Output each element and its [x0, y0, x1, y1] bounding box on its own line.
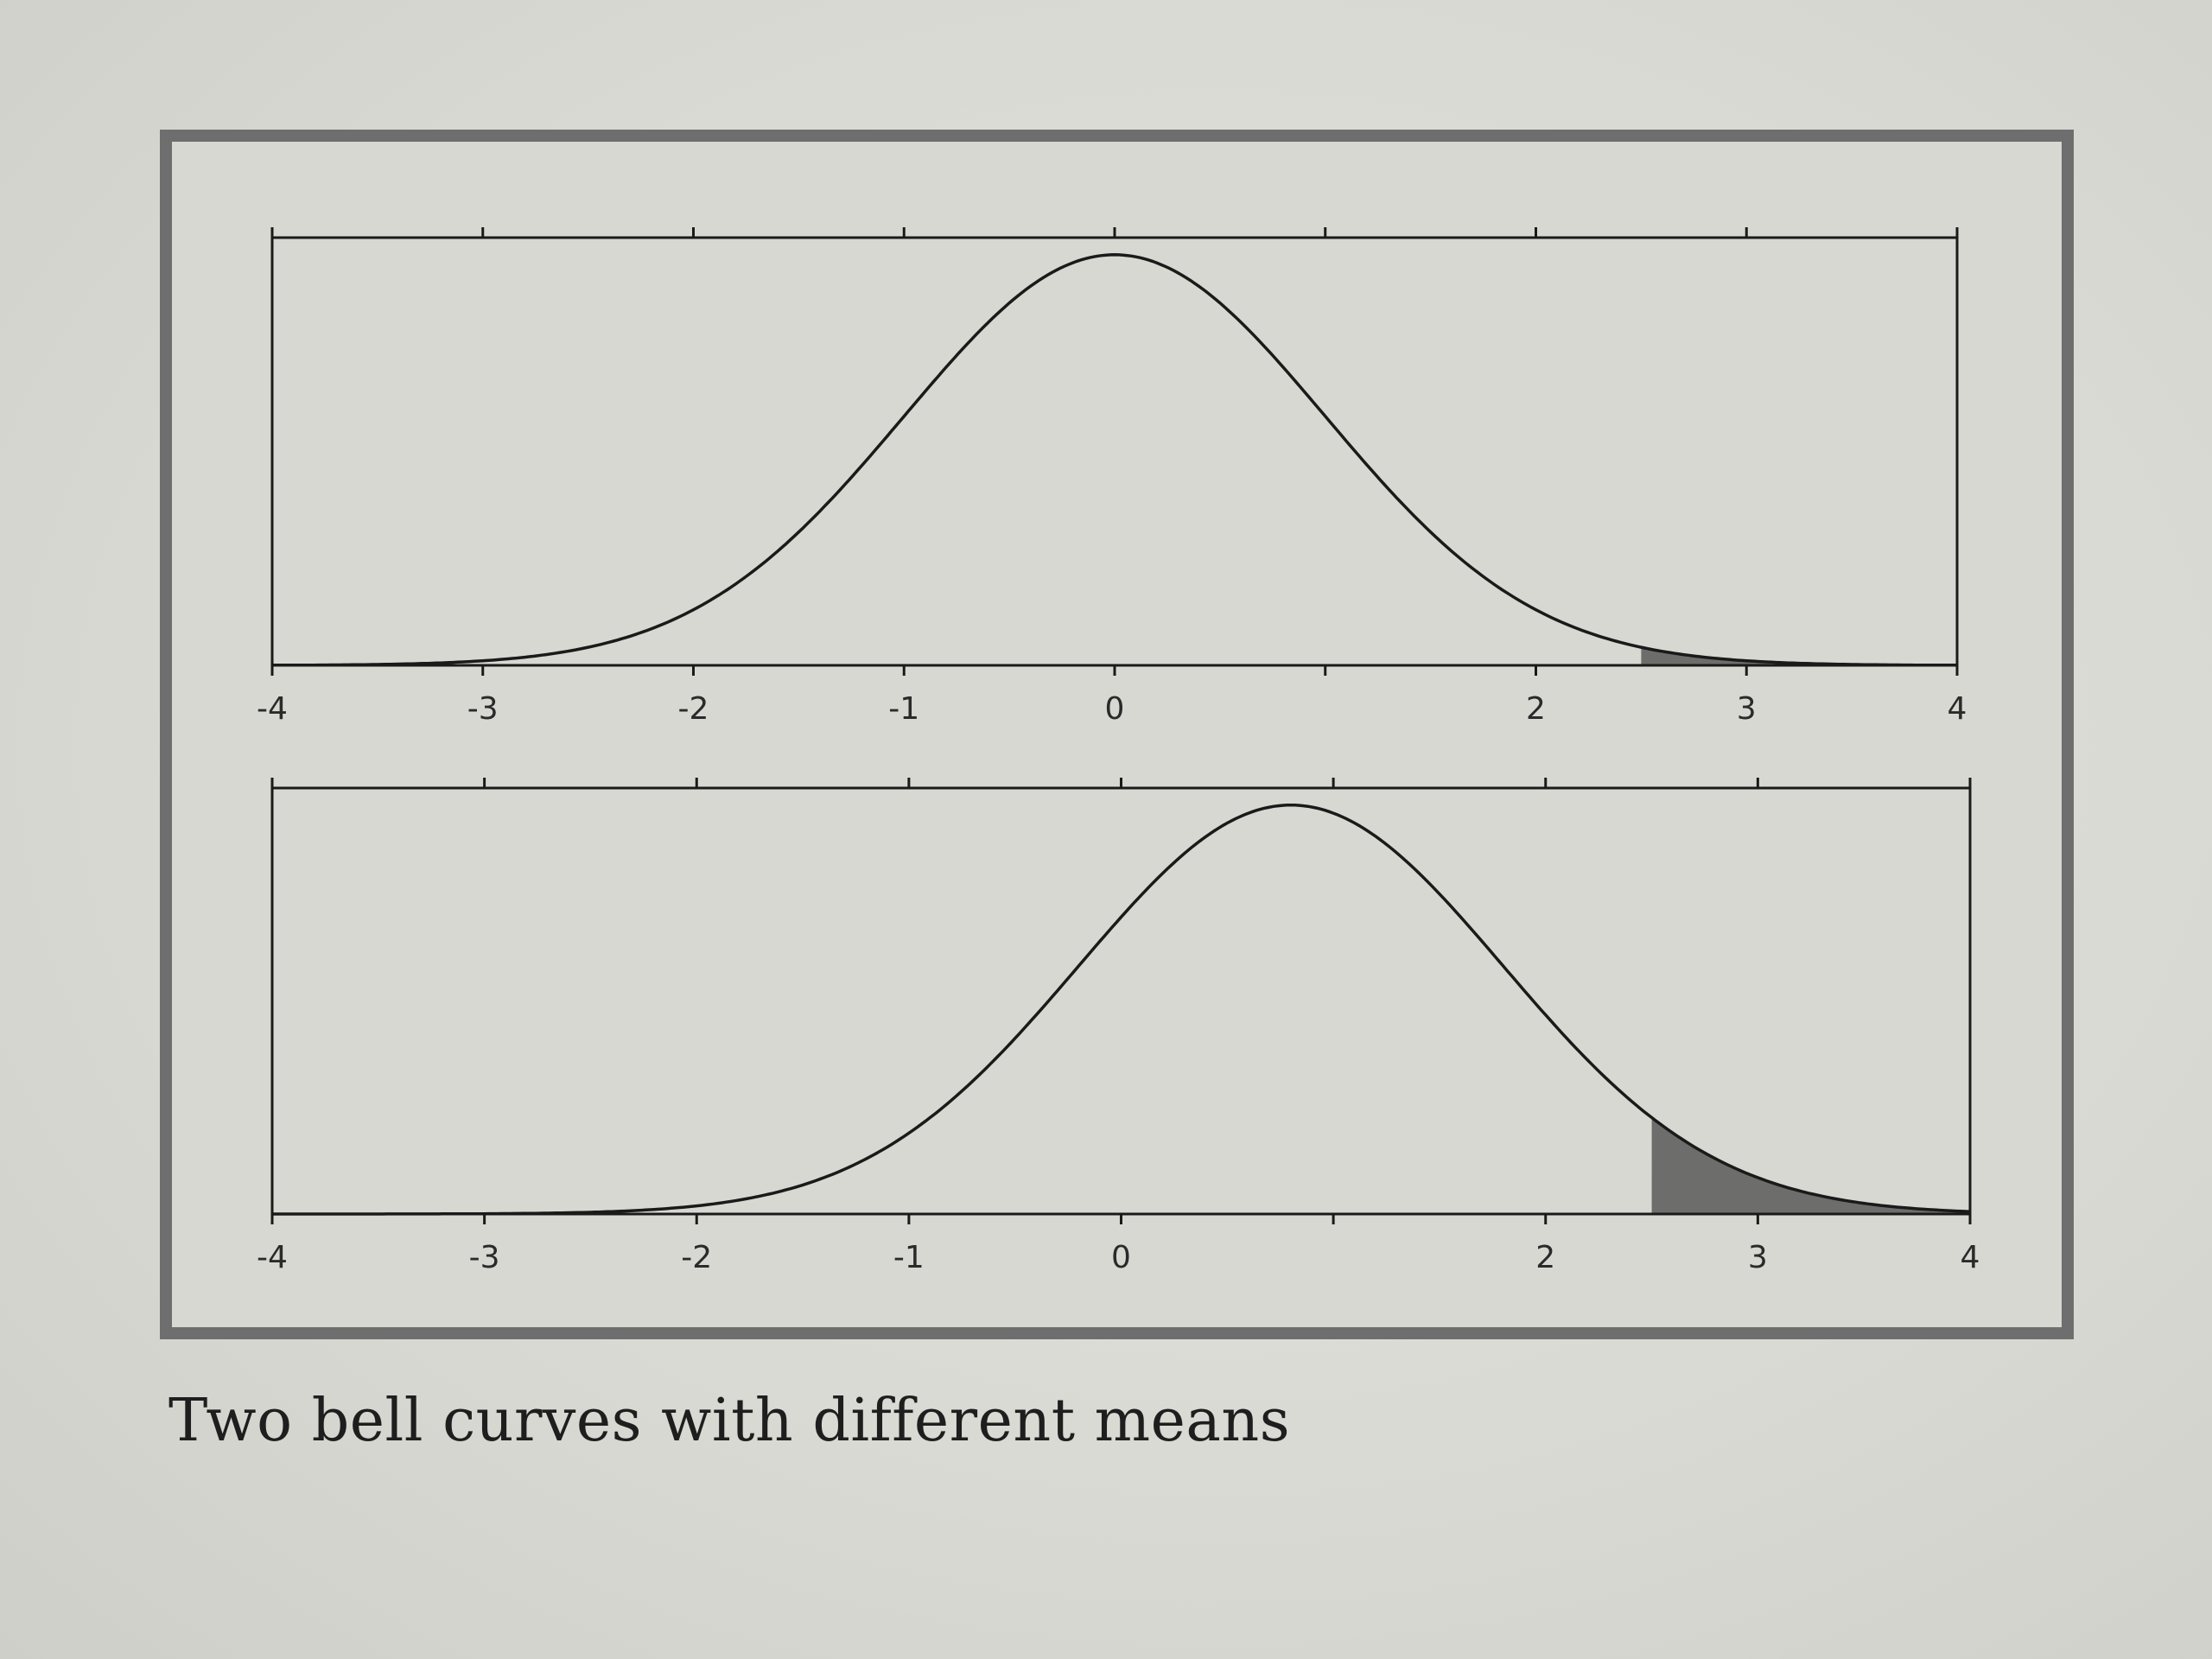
x-tick-label: 0: [1111, 1240, 1131, 1275]
x-tick-label: 4: [1961, 1240, 1980, 1275]
x-tick-label: -4: [257, 1240, 288, 1275]
figure-frame: [160, 130, 2074, 1339]
x-tick-label: -1: [893, 1240, 925, 1275]
x-tick-label: -2: [678, 691, 709, 727]
plot-frame: [270, 786, 1972, 1216]
shaded-tail-area: [1651, 1117, 1970, 1214]
x-tick-label: -3: [467, 691, 499, 727]
bell-curve-line: [272, 253, 1957, 667]
plot-frame: [270, 236, 1959, 667]
x-tick-label: -4: [257, 691, 288, 727]
x-tick-label: 3: [1748, 1240, 1768, 1275]
x-tick-label: 0: [1105, 691, 1125, 727]
x-tick-label: 2: [1526, 691, 1546, 727]
x-tick-label: 2: [1535, 1240, 1555, 1275]
x-tick-label: -1: [888, 691, 919, 727]
x-tick-label: 4: [1948, 691, 1967, 727]
chart-panel-bottom: -4 -3 -2 -1 0 2 3 4: [257, 778, 1980, 1275]
shaded-tail-area: [1641, 647, 1957, 665]
chart-panel-top: -4 -3 -2 -1 0 2 3 4: [257, 227, 1967, 727]
x-tick-label: -3: [469, 1240, 500, 1275]
x-tick-label: -2: [681, 1240, 712, 1275]
bell-curve-line: [272, 803, 1971, 1216]
figure-caption: Two bell curves with different means: [168, 1387, 1291, 1455]
x-tick-label: 3: [1737, 691, 1757, 727]
